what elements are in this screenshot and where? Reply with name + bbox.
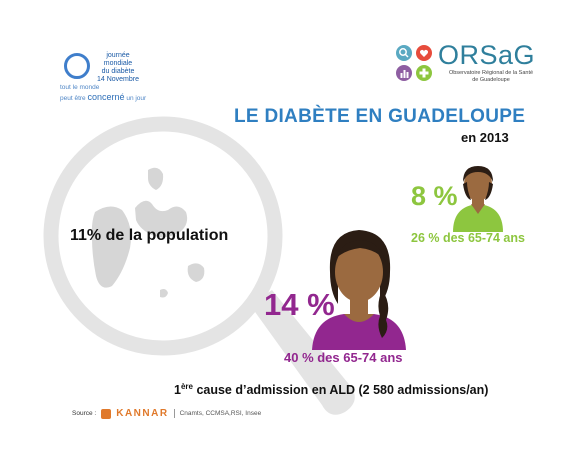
orsag-subtitle-2: de Guadeloupe <box>472 76 510 83</box>
world-diabetes-day-circle-icon <box>64 53 90 79</box>
women-age-detail: 40 % des 65-74 ans <box>284 350 403 365</box>
woman-avatar-icon <box>312 230 406 350</box>
wdd-tagline-row2: peut être concerné un jour <box>60 92 146 102</box>
wdd-tagline: tout le monde <box>60 84 99 91</box>
women-percent: 14 % <box>264 287 335 322</box>
source-line: Source : KANNAR Cnamts, CCMSA,RSI, Insee <box>72 408 261 419</box>
year-label: en 2013 <box>461 130 509 145</box>
source-label: Source : <box>72 410 97 417</box>
cause-rank: 1 <box>174 383 181 398</box>
wdd-tagline-4: un jour <box>126 95 147 102</box>
wdd-line-3: 14 Novembre <box>96 76 140 83</box>
orsag-health-icons <box>396 45 432 81</box>
magnifier-lens-icon <box>43 116 283 356</box>
population-stat: 11% de la population <box>70 227 229 244</box>
orsag-subtitle: Observatoire Régional de la Santé de Gua… <box>436 70 546 83</box>
source-others: Cnamts, CCMSA,RSI, Insee <box>179 410 262 417</box>
kannar-logo: KANNAR <box>116 408 169 419</box>
man-avatar-icon <box>453 166 503 232</box>
wdd-line-1: journée mondiale <box>103 52 133 67</box>
cause-rank-suffix: ère <box>180 382 193 391</box>
wdd-tagline-1: tout le monde <box>60 84 100 91</box>
men-percent: 8 % <box>411 181 458 211</box>
men-age-detail: 26 % des 65-74 ans <box>411 231 525 245</box>
page-title: LE DIABÈTE EN GUADELOUPE <box>234 106 526 127</box>
magnifier-handle-icon <box>250 290 355 415</box>
wdd-tagline-2: peut être <box>60 95 86 102</box>
orsag-logo-name: ORSaG <box>438 40 536 70</box>
wdd-tagline-3: concerné <box>87 92 125 102</box>
ald-cause-stat: 1ère cause d’admission en ALD (2 580 adm… <box>174 382 488 397</box>
guadeloupe-map-icon <box>91 167 205 298</box>
source-separator <box>173 409 175 418</box>
magnifier-small-icon <box>396 45 412 61</box>
cause-text: cause d’admission en ALD (2 580 admissio… <box>192 383 489 398</box>
wdd-line-2: du diabète <box>101 68 135 75</box>
orsag-subtitle-1: Observatoire Régional de la Santé <box>448 70 534 76</box>
wdd-logo-text: journée mondiale du diabète 14 Novembre <box>93 52 143 84</box>
kannar-logo-icon <box>101 408 112 419</box>
